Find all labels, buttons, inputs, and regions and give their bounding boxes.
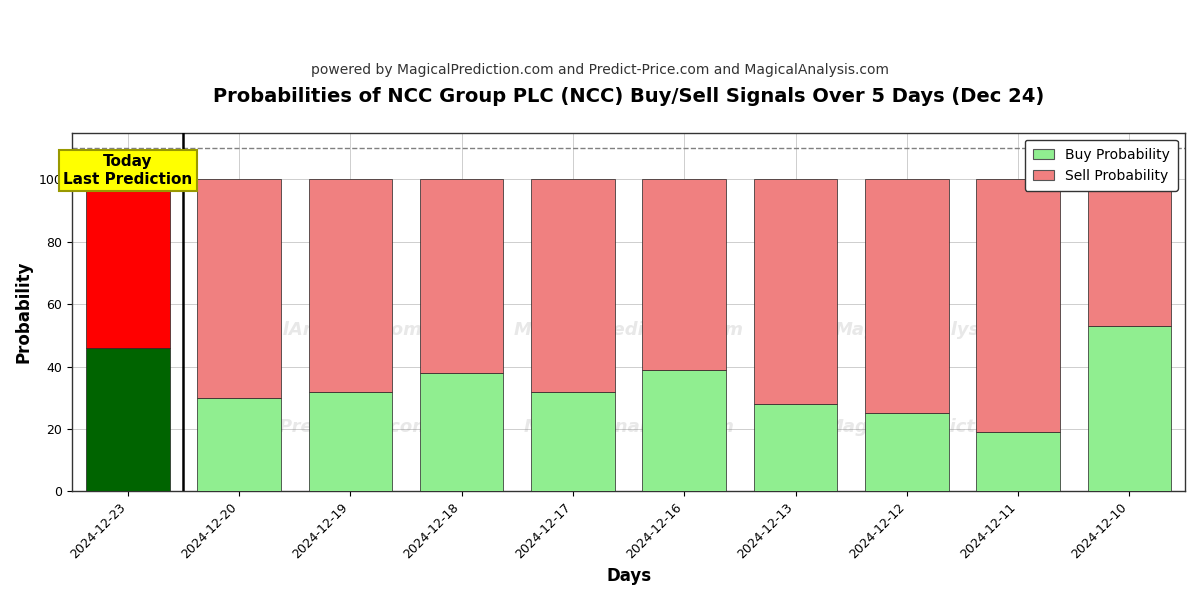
Bar (420, 373, 503, 491)
Text: Today
Last Prediction: Today Last Prediction (64, 154, 192, 187)
Bar (86, 348, 169, 491)
Y-axis label: Probability: Probability (16, 261, 34, 363)
Text: powered by MagicalPrediction.com and Predict-Price.com and MagicalAnalysis.com: powered by MagicalPrediction.com and Pre… (311, 63, 889, 77)
Bar (642, 370, 726, 491)
Text: MagicalPrediction.com: MagicalPrediction.com (514, 321, 744, 339)
Bar (308, 392, 392, 491)
Bar (532, 392, 614, 491)
Bar (308, 179, 392, 392)
Text: MagicalAnalysis.com: MagicalAnalysis.com (523, 418, 734, 436)
Bar (1087, 179, 1171, 326)
Bar (86, 179, 169, 348)
Text: MagicalPrediction.com: MagicalPrediction.com (826, 418, 1055, 436)
Text: MagicalAnalysis.com: MagicalAnalysis.com (835, 321, 1045, 339)
Bar (865, 413, 948, 491)
Bar (865, 179, 948, 413)
Bar (197, 398, 281, 491)
Bar (532, 179, 614, 392)
Bar (420, 179, 503, 373)
Text: MagicalAnalysis.com: MagicalAnalysis.com (211, 321, 422, 339)
Bar (977, 432, 1060, 491)
X-axis label: Days: Days (606, 567, 652, 585)
Title: Probabilities of NCC Group PLC (NCC) Buy/Sell Signals Over 5 Days (Dec 24): Probabilities of NCC Group PLC (NCC) Buy… (212, 87, 1044, 106)
Bar (642, 179, 726, 370)
Bar (197, 179, 281, 398)
Legend: Buy Probability, Sell Probability: Buy Probability, Sell Probability (1025, 140, 1178, 191)
Bar (977, 179, 1060, 432)
Bar (1087, 326, 1171, 491)
Text: MagicalPrediction.com: MagicalPrediction.com (202, 418, 432, 436)
Bar (754, 404, 838, 491)
Bar (754, 179, 838, 404)
